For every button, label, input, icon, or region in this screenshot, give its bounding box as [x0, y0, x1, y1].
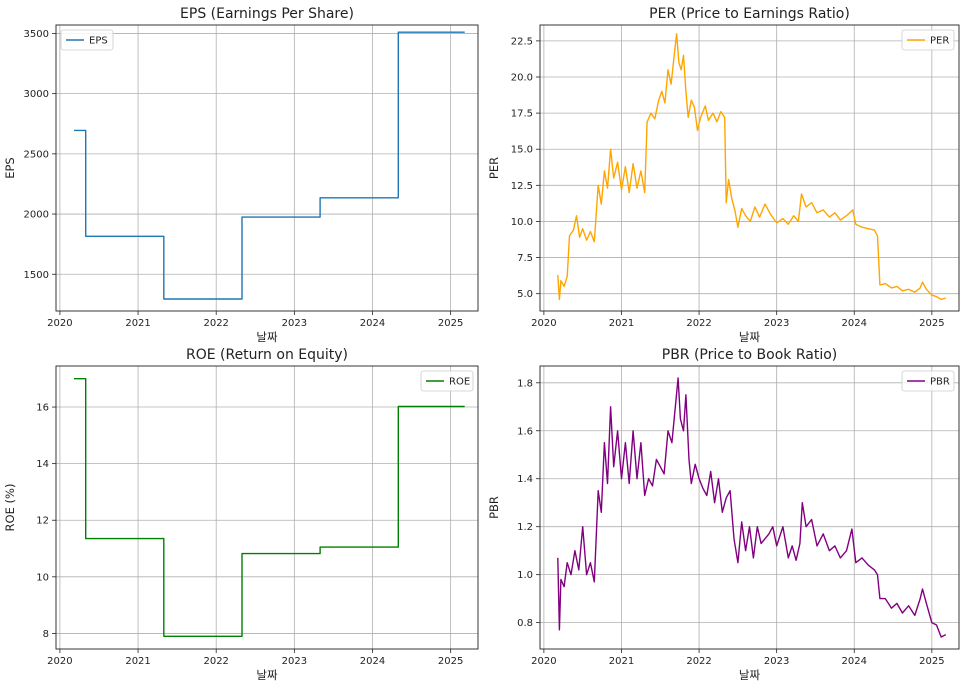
- x-axis-label: 날짜: [739, 330, 761, 344]
- legend: ROE: [420, 370, 474, 392]
- y-tick-label: 1.4: [517, 474, 533, 485]
- y-tick-label: 17.5: [511, 109, 533, 120]
- y-tick-label: 7.5: [517, 253, 533, 264]
- x-axis-label: 날짜: [739, 668, 761, 682]
- chart-panel-per: 2020 2021 2022 2023 2024 2025 5.0 7.5 10.0 12.5 15…: [487, 6, 960, 344]
- plot-frame: [55, 365, 479, 650]
- series-line-eps: [74, 31, 465, 300]
- chart-title: ROE (Return on Equity): [186, 347, 348, 363]
- y-tick-label: 3500: [24, 29, 49, 40]
- y-tick-label: 0.8: [517, 618, 533, 629]
- x-tick-label: 2023: [282, 318, 307, 329]
- y-axis-label: PBR: [487, 496, 501, 519]
- x-tick-label: 2024: [360, 318, 385, 329]
- x-tick-label: 2021: [609, 656, 634, 667]
- y-tick-label: 1.8: [517, 378, 533, 389]
- y-tick-label: 14: [36, 459, 49, 470]
- x-tick-label: 2022: [203, 318, 228, 329]
- x-tick-label: 2021: [125, 656, 150, 667]
- plot-frame: [55, 24, 479, 312]
- x-tick-label: 2020: [531, 656, 556, 667]
- y-tick-label: 1500: [24, 270, 49, 281]
- y-tick-label: 12: [36, 516, 49, 527]
- chart-panel-roe: 2020 2021 2022 2023 2024 2025 8 10 12 14 16 ROE (Re…: [3, 347, 479, 682]
- legend-box: [420, 370, 474, 392]
- x-tick-label: 2025: [438, 318, 463, 329]
- x-tick-label: 2022: [203, 656, 228, 667]
- series-line-pbr: [557, 377, 947, 638]
- y-tick-label: 1.6: [517, 426, 533, 437]
- chart-panel-eps: 2020 2021 2022 2023 2024 2025 1500 2000 2500 3000…: [3, 6, 479, 344]
- legend-label: ROE: [449, 377, 470, 388]
- legend-box: [60, 29, 114, 51]
- x-tick-label: 2025: [919, 318, 944, 329]
- legend-box: [901, 370, 955, 392]
- x-tick-label: 2024: [360, 656, 385, 667]
- y-axis-label: PER: [487, 157, 501, 179]
- legend-label: EPS: [89, 36, 108, 47]
- y-tick-label: 10: [36, 572, 49, 583]
- y-tick-label: 3000: [24, 89, 49, 100]
- legend-label: PER: [930, 36, 949, 47]
- x-tick-label: 2022: [686, 656, 711, 667]
- y-axis-label: ROE (%): [3, 484, 17, 532]
- plot-frame: [539, 365, 960, 650]
- chart-title: EPS (Earnings Per Share): [180, 6, 354, 22]
- legend: EPS: [60, 29, 114, 51]
- legend: PER: [901, 29, 955, 51]
- x-tick-label: 2020: [47, 656, 72, 667]
- plot-frame: [539, 24, 960, 312]
- chart-title: PER (Price to Earnings Ratio): [649, 6, 850, 22]
- y-tick-label: 2000: [24, 210, 49, 221]
- legend-label: PBR: [930, 377, 950, 388]
- x-tick-label: 2024: [842, 656, 867, 667]
- y-tick-label: 20.0: [511, 73, 533, 84]
- x-tick-label: 2023: [764, 656, 789, 667]
- y-tick-label: 12.5: [511, 181, 533, 192]
- legend-box: [901, 29, 955, 51]
- y-tick-label: 8: [43, 629, 49, 640]
- x-tick-label: 2023: [282, 656, 307, 667]
- series-line-per: [557, 33, 947, 301]
- chart-panel-pbr: 2020 2021 2022 2023 2024 2025 0.8 1.0 1.2 1.4 1.6 1…: [487, 347, 960, 682]
- x-tick-label: 2020: [531, 318, 556, 329]
- series-line-roe: [74, 378, 465, 637]
- x-tick-label: 2021: [125, 318, 150, 329]
- y-tick-label: 16: [36, 403, 49, 414]
- x-tick-label: 2025: [438, 656, 463, 667]
- x-tick-label: 2021: [609, 318, 634, 329]
- x-axis-label: 날짜: [256, 668, 278, 682]
- y-tick-label: 5.0: [517, 289, 533, 300]
- x-tick-label: 2023: [764, 318, 789, 329]
- legend: PBR: [901, 370, 955, 392]
- y-tick-label: 2500: [24, 149, 49, 160]
- x-tick-label: 2020: [47, 318, 72, 329]
- y-axis-label: EPS: [3, 157, 17, 179]
- x-tick-label: 2025: [919, 656, 944, 667]
- y-tick-label: 15.0: [511, 145, 533, 156]
- chart-title: PBR (Price to Book Ratio): [662, 347, 838, 363]
- y-tick-label: 22.5: [511, 36, 533, 47]
- x-axis-label: 날짜: [256, 330, 278, 344]
- x-tick-label: 2024: [842, 318, 867, 329]
- y-tick-label: 10.0: [511, 217, 533, 228]
- y-tick-label: 1.2: [517, 522, 533, 533]
- x-tick-label: 2022: [686, 318, 711, 329]
- y-tick-label: 1.0: [517, 570, 533, 581]
